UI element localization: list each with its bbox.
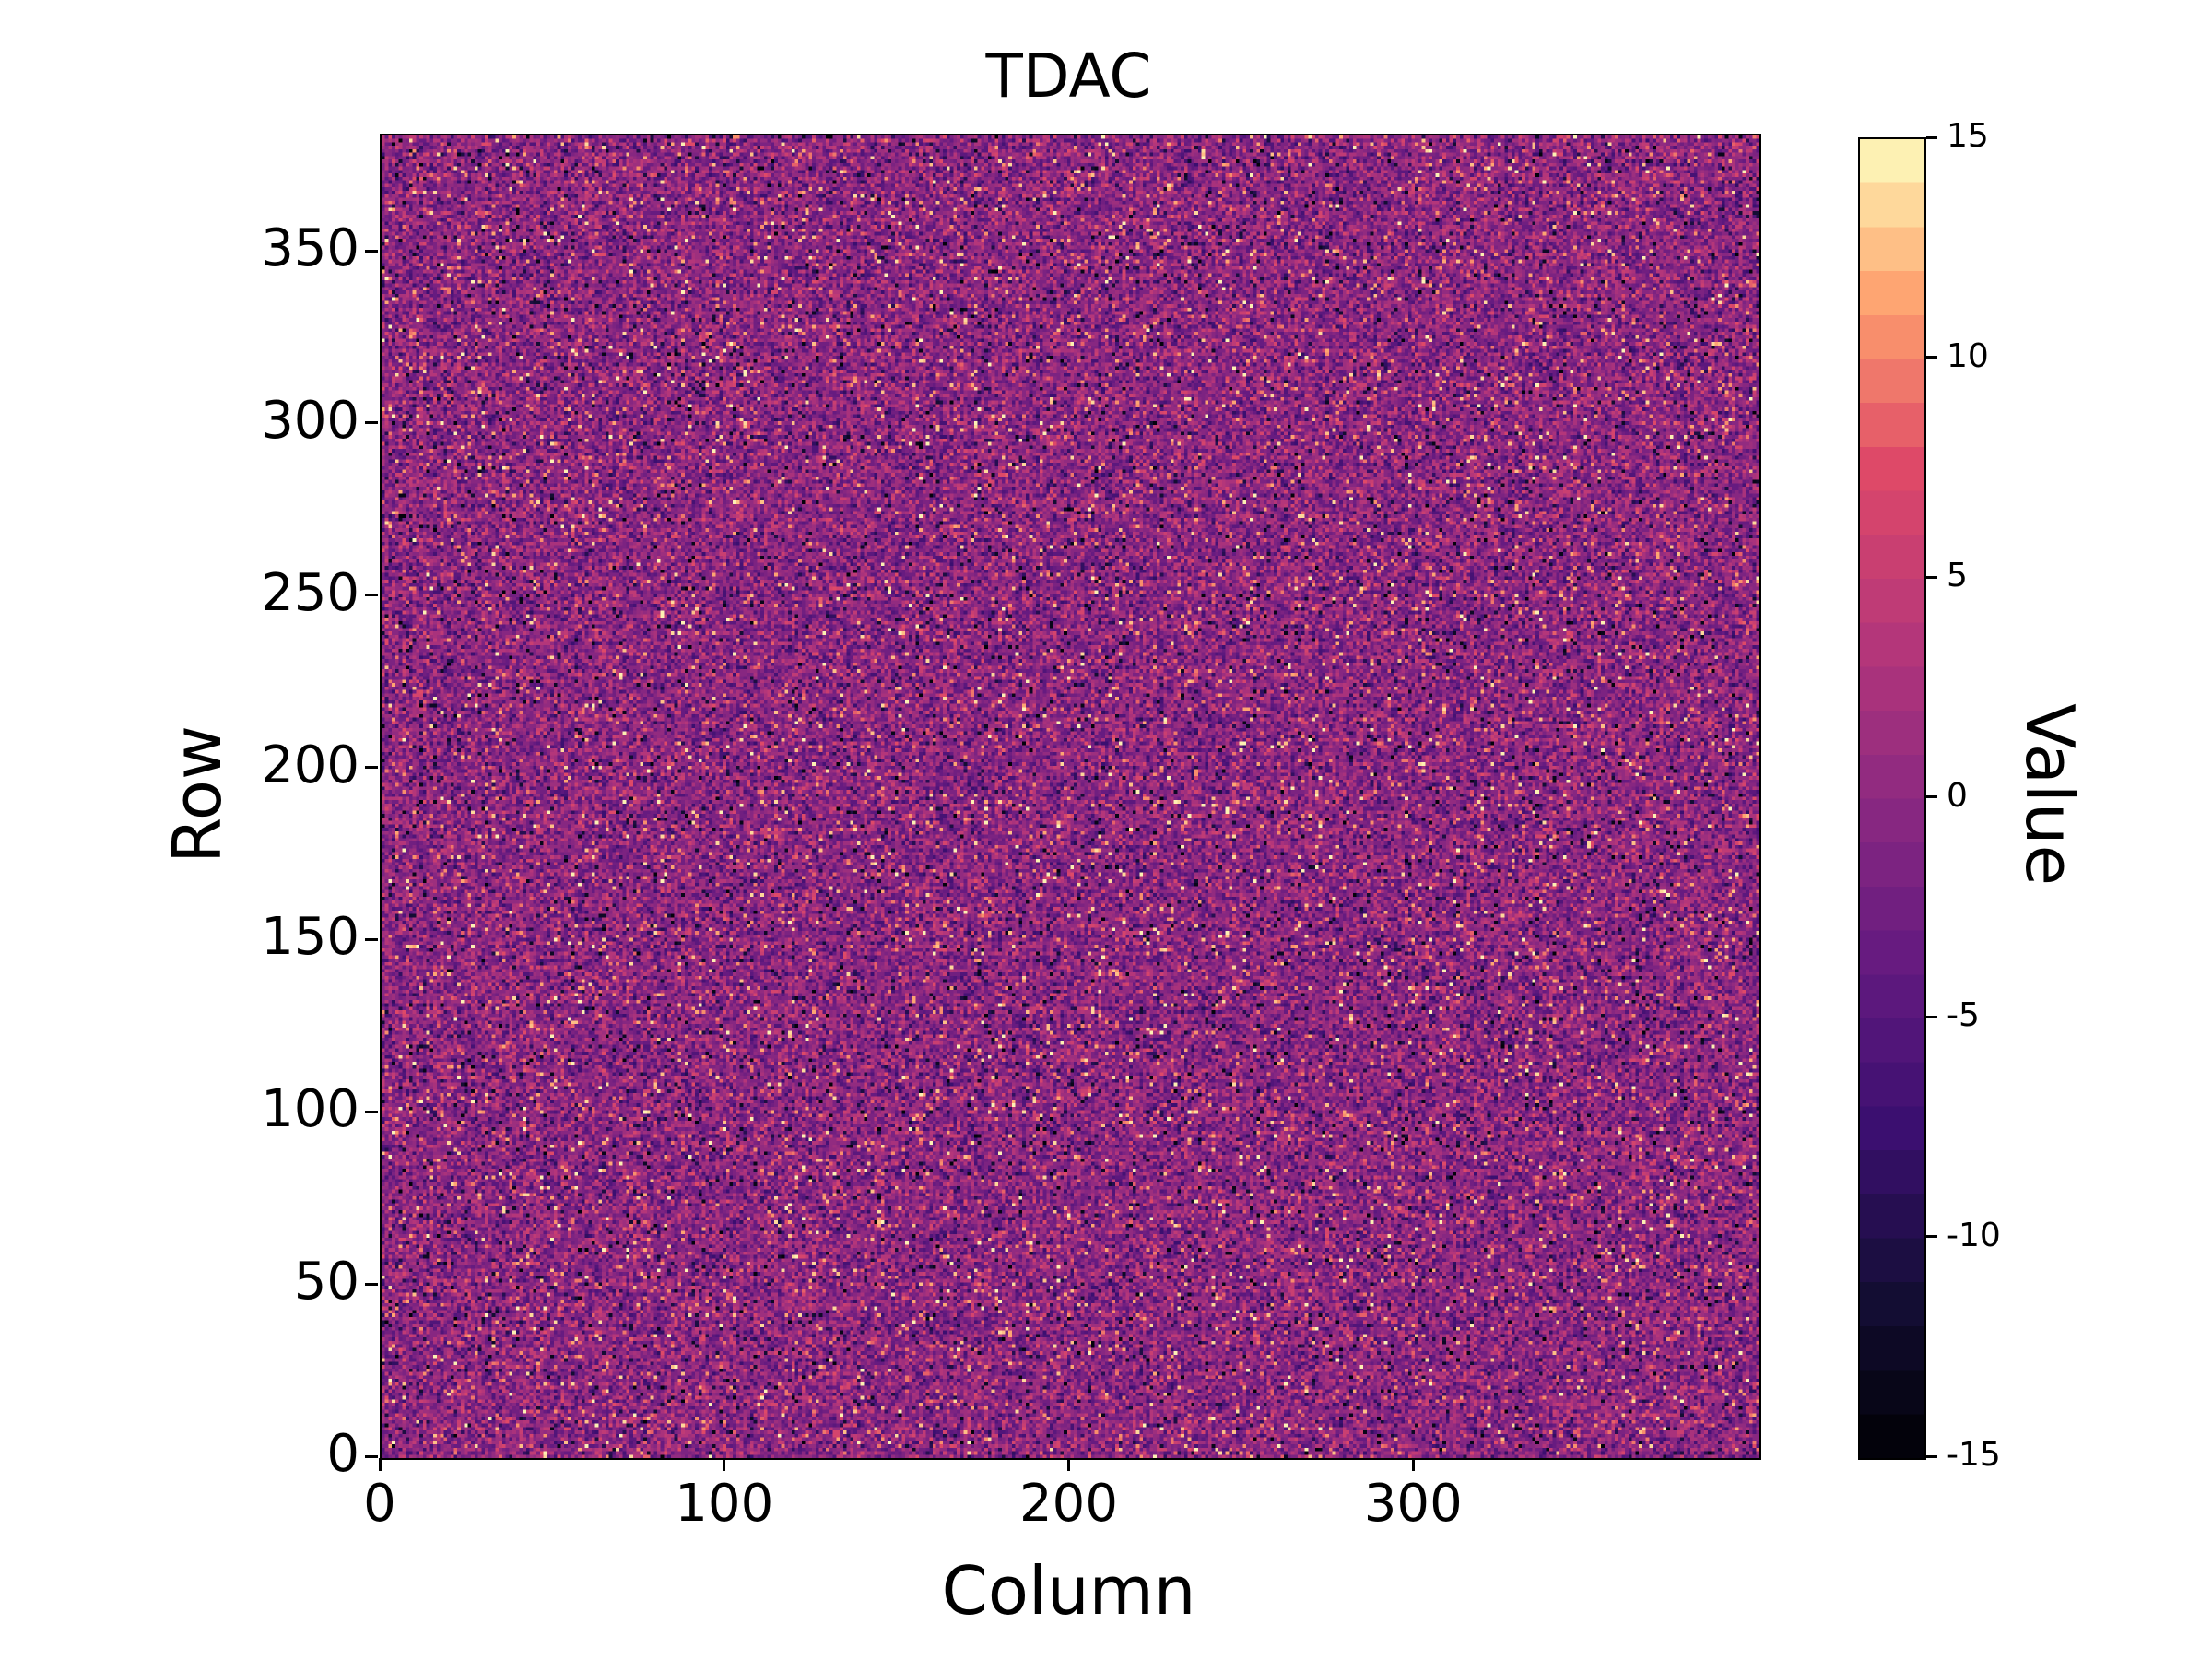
x-tick-label: 300 xyxy=(1363,1474,1463,1534)
y-tick-label: 0 xyxy=(326,1424,359,1484)
chart-title: TDAC xyxy=(985,41,1152,112)
x-tick-mark xyxy=(1067,1458,1070,1471)
colorbar-tick-label: -15 xyxy=(1947,1436,2001,1474)
colorbar-tick-label: 0 xyxy=(1947,776,1968,815)
y-tick-mark xyxy=(365,594,378,597)
y-tick-label: 100 xyxy=(261,1079,359,1140)
colorbar xyxy=(1858,137,1926,1460)
plot-area xyxy=(380,134,1761,1460)
colorbar-canvas xyxy=(1860,139,1924,1458)
heatmap-canvas xyxy=(382,135,1759,1458)
y-tick-label: 250 xyxy=(261,562,359,623)
y-tick-label: 350 xyxy=(261,218,359,279)
y-tick-label: 200 xyxy=(261,735,359,795)
y-tick-label: 150 xyxy=(261,907,359,968)
y-tick-label: 50 xyxy=(293,1252,359,1312)
y-tick-mark xyxy=(365,1282,378,1286)
x-tick-mark xyxy=(1411,1458,1415,1471)
x-tick-label: 0 xyxy=(363,1474,396,1534)
colorbar-tick-mark xyxy=(1926,1015,1937,1018)
colorbar-tick-label: -5 xyxy=(1947,996,1980,1034)
colorbar-tick-mark xyxy=(1926,1454,1937,1458)
x-axis-label: Column xyxy=(941,1552,1196,1630)
colorbar-tick-mark xyxy=(1926,356,1937,359)
colorbar-tick-mark xyxy=(1926,1235,1937,1238)
x-tick-mark xyxy=(378,1458,382,1471)
colorbar-tick-mark xyxy=(1926,135,1937,139)
colorbar-tick-label: 15 xyxy=(1947,117,1989,155)
y-tick-mark xyxy=(365,937,378,941)
colorbar-tick-label: 5 xyxy=(1947,557,1968,594)
colorbar-tick-label: 10 xyxy=(1947,336,1989,375)
y-tick-label: 300 xyxy=(261,390,359,451)
colorbar-tick-mark xyxy=(1926,575,1937,579)
colorbar-tick-label: -10 xyxy=(1947,1216,2001,1254)
colorbar-tick-mark xyxy=(1926,795,1937,798)
x-tick-label: 100 xyxy=(675,1474,774,1534)
y-tick-mark xyxy=(365,766,378,770)
colorbar-label: Value xyxy=(2011,703,2088,886)
y-tick-mark xyxy=(365,1110,378,1113)
x-tick-label: 200 xyxy=(1019,1474,1118,1534)
y-tick-mark xyxy=(365,421,378,425)
x-tick-mark xyxy=(723,1458,726,1471)
y-tick-mark xyxy=(365,1454,378,1458)
y-tick-mark xyxy=(365,249,378,253)
